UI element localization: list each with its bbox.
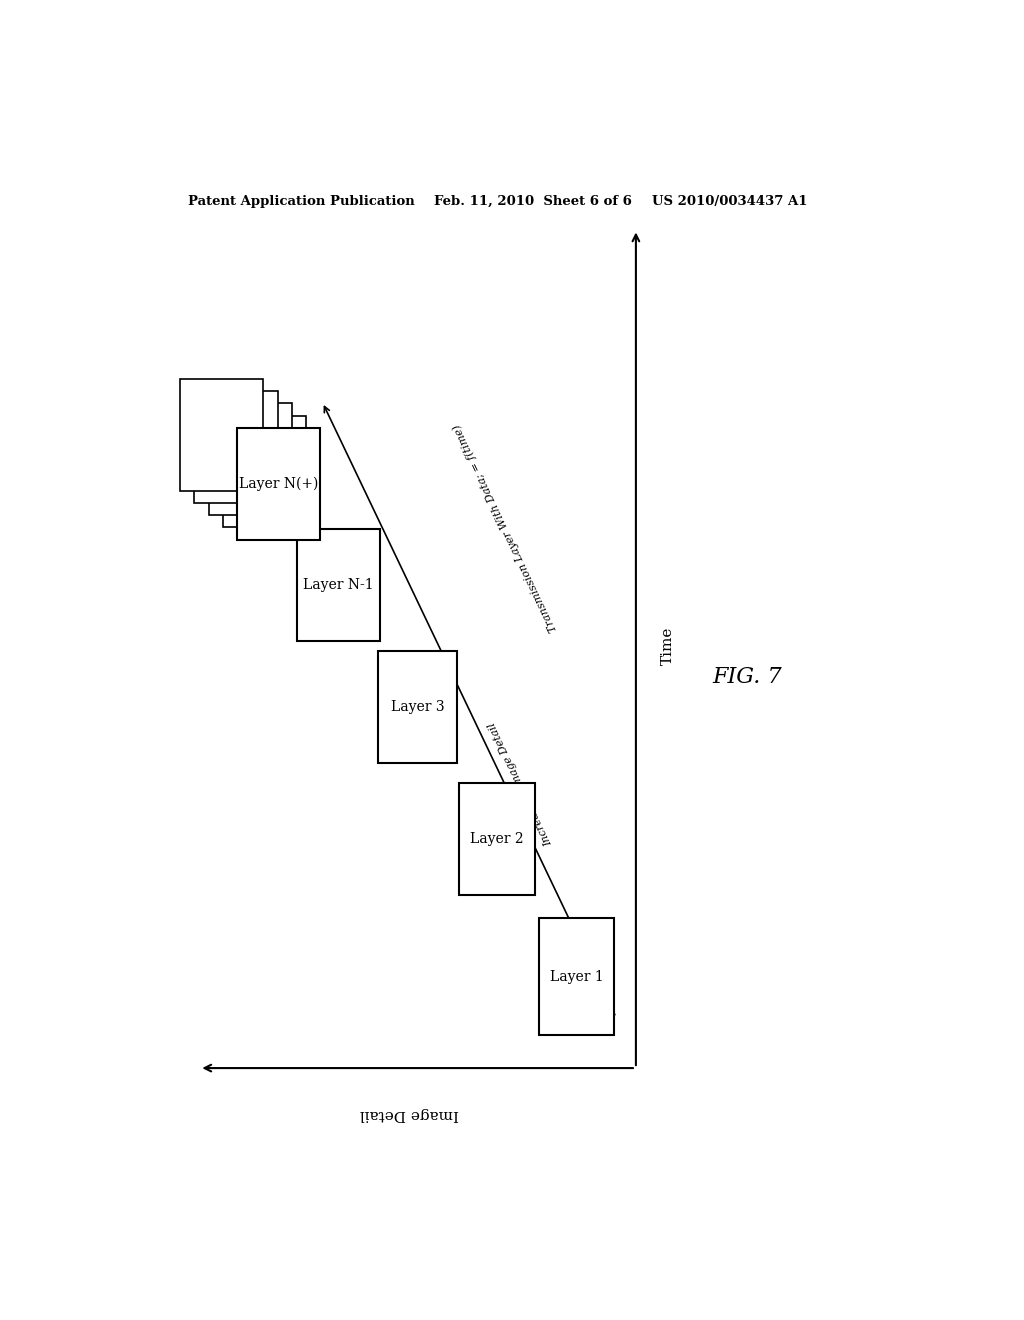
Bar bbox=[180, 379, 263, 491]
Text: Layer N(+): Layer N(+) bbox=[239, 477, 318, 491]
Text: Transmission Layer With Data; = f(time): Transmission Layer With Data; = f(time) bbox=[452, 422, 559, 634]
Bar bbox=[238, 428, 321, 540]
Bar bbox=[378, 651, 458, 763]
Bar bbox=[209, 404, 292, 515]
Text: FIG. 7: FIG. 7 bbox=[713, 665, 781, 688]
Text: Time: Time bbox=[660, 627, 675, 665]
Bar bbox=[223, 416, 306, 528]
Bar bbox=[297, 529, 380, 642]
Text: Layer N-1: Layer N-1 bbox=[303, 578, 374, 593]
Text: Image Detail: Image Detail bbox=[360, 1106, 460, 1121]
Bar bbox=[195, 391, 278, 503]
Bar bbox=[460, 784, 535, 895]
Text: Feb. 11, 2010  Sheet 6 of 6: Feb. 11, 2010 Sheet 6 of 6 bbox=[433, 194, 632, 207]
Text: Increasing Image Detail: Increasing Image Detail bbox=[487, 719, 554, 847]
Text: US 2010/0034437 A1: US 2010/0034437 A1 bbox=[652, 194, 807, 207]
Bar bbox=[539, 919, 614, 1035]
Text: Layer 2: Layer 2 bbox=[470, 833, 524, 846]
Text: Layer 1: Layer 1 bbox=[550, 970, 603, 983]
Text: Patent Application Publication: Patent Application Publication bbox=[187, 194, 415, 207]
Text: Layer 3: Layer 3 bbox=[391, 700, 444, 714]
